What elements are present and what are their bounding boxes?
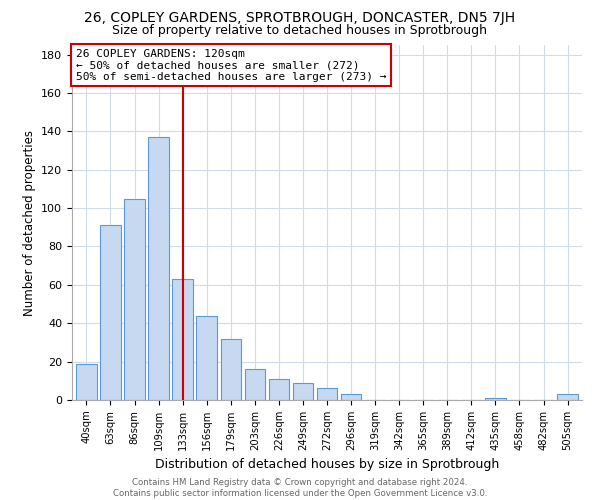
Bar — [76, 364, 97, 400]
Text: 26 COPLEY GARDENS: 120sqm
← 50% of detached houses are smaller (272)
50% of semi: 26 COPLEY GARDENS: 120sqm ← 50% of detac… — [76, 49, 386, 82]
Text: Contains HM Land Registry data © Crown copyright and database right 2024.
Contai: Contains HM Land Registry data © Crown c… — [113, 478, 487, 498]
Text: Size of property relative to detached houses in Sprotbrough: Size of property relative to detached ho… — [113, 24, 487, 37]
Bar — [485, 398, 506, 400]
Bar — [293, 382, 313, 400]
Bar — [245, 370, 265, 400]
Bar — [172, 279, 193, 400]
Bar — [196, 316, 217, 400]
X-axis label: Distribution of detached houses by size in Sprotbrough: Distribution of detached houses by size … — [155, 458, 499, 471]
Bar — [124, 198, 145, 400]
Text: 26, COPLEY GARDENS, SPROTBROUGH, DONCASTER, DN5 7JH: 26, COPLEY GARDENS, SPROTBROUGH, DONCAST… — [85, 11, 515, 25]
Bar — [221, 338, 241, 400]
Y-axis label: Number of detached properties: Number of detached properties — [23, 130, 35, 316]
Bar — [557, 394, 578, 400]
Bar — [148, 137, 169, 400]
Bar — [100, 226, 121, 400]
Bar — [269, 379, 289, 400]
Bar — [317, 388, 337, 400]
Bar — [341, 394, 361, 400]
